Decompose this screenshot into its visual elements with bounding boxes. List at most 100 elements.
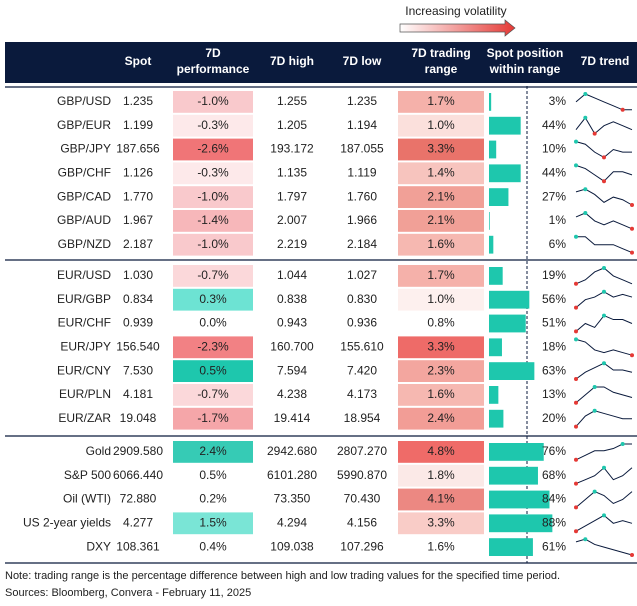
range-cell	[398, 233, 484, 256]
range-cell	[398, 464, 484, 487]
trend-line	[575, 188, 633, 206]
perf-value: 1.5%	[199, 515, 227, 529]
range-value: 3.3%	[427, 142, 455, 156]
perf-cell	[173, 384, 253, 406]
trend-min	[574, 457, 578, 462]
position-bar	[489, 164, 521, 183]
perf-value: -1.0%	[197, 94, 229, 108]
row-name: GBP/CHF	[58, 165, 111, 179]
spot-value: 0.939	[123, 316, 153, 330]
row-name: Gold	[86, 444, 111, 458]
position-bar	[489, 140, 497, 159]
row-name: DXY	[86, 539, 111, 553]
trend-line	[575, 212, 633, 230]
range-cell	[398, 407, 484, 430]
position-label: 3%	[549, 94, 567, 108]
low-value: 2.184	[347, 237, 377, 251]
position-bar	[489, 290, 530, 309]
low-value: 5990.870	[337, 468, 387, 482]
low-value: 1.194	[347, 118, 377, 132]
position-label: 20%	[542, 411, 566, 425]
trend-min	[620, 107, 625, 112]
trend-max	[574, 163, 578, 168]
trend-line	[575, 164, 633, 182]
trend-max	[602, 361, 606, 366]
position-label: 76%	[542, 444, 566, 458]
position-bar	[489, 490, 550, 509]
perf-value: -1.4%	[197, 213, 229, 227]
position-bar	[489, 443, 544, 461]
position-label: 6%	[549, 237, 567, 251]
trend-line	[575, 538, 633, 556]
trend-max	[602, 289, 606, 294]
perf-cell	[173, 91, 253, 113]
trend-line	[575, 314, 633, 332]
perf-cell	[173, 233, 253, 256]
range-value: 3.3%	[427, 515, 455, 529]
position-bar	[489, 538, 533, 556]
low-value: 4.173	[347, 387, 377, 401]
high-value: 2.007	[277, 213, 307, 227]
trend-max	[602, 266, 606, 270]
position-bar	[489, 362, 535, 380]
position-label: 63%	[542, 363, 566, 377]
header-label: range	[425, 62, 458, 76]
perf-cell	[173, 441, 253, 463]
spot-value: 4.277	[123, 515, 153, 529]
trend-min	[630, 226, 634, 231]
perf-value: 0.0%	[199, 316, 227, 330]
perf-cell	[173, 464, 253, 487]
position-bar	[489, 514, 553, 533]
range-cell	[398, 210, 484, 232]
range-cell	[398, 512, 484, 535]
range-value: 2.4%	[427, 411, 455, 425]
perf-value: -1.0%	[197, 189, 229, 203]
header-label: 7D low	[343, 54, 382, 68]
perf-cell	[173, 210, 253, 232]
low-value: 1.027	[347, 268, 377, 282]
trend-max	[574, 139, 578, 144]
perf-value: -0.7%	[197, 387, 229, 401]
position-bar	[489, 267, 503, 285]
high-value: 4.294	[277, 515, 307, 529]
position-label: 10%	[542, 142, 566, 156]
trend-line	[575, 291, 633, 308]
header-label: within range	[489, 62, 561, 76]
row-name: Oil (WTI)	[63, 492, 111, 506]
spot-value: 156.540	[116, 339, 160, 353]
trend-max	[583, 115, 588, 120]
perf-cell	[173, 336, 253, 359]
range-value: 1.0%	[427, 292, 455, 306]
trend-min	[630, 553, 634, 557]
trend-line	[575, 491, 633, 508]
low-value: 187.055	[340, 142, 384, 156]
spot-value: 2909.580	[113, 444, 163, 458]
range-value: 2.1%	[427, 213, 455, 227]
spot-value: 1.235	[123, 94, 153, 108]
row-name: EUR/GBP	[57, 292, 111, 306]
row-name: S&P 500	[64, 468, 111, 482]
trend-line	[575, 116, 633, 135]
position-label: 44%	[542, 165, 566, 179]
row-name: GBP/JPY	[60, 142, 111, 156]
header-label: performance	[177, 62, 250, 76]
trend-max	[592, 408, 597, 413]
trend-line	[575, 386, 633, 404]
low-value: 1.235	[347, 94, 377, 108]
spot-value: 1.199	[123, 118, 153, 132]
position-bar	[489, 212, 490, 230]
trend-min	[630, 203, 634, 207]
trend-min	[574, 529, 578, 534]
volatility-arrow	[399, 19, 516, 37]
perf-value: -0.7%	[197, 268, 229, 282]
position-bar	[489, 338, 502, 357]
high-value: 1.255	[277, 94, 307, 108]
range-cell	[398, 360, 484, 382]
high-value: 0.838	[277, 292, 307, 306]
position-label: 56%	[542, 292, 566, 306]
perf-cell	[173, 288, 253, 311]
range-cell	[398, 138, 484, 161]
trend-max	[602, 465, 606, 470]
trend-min	[574, 505, 578, 510]
